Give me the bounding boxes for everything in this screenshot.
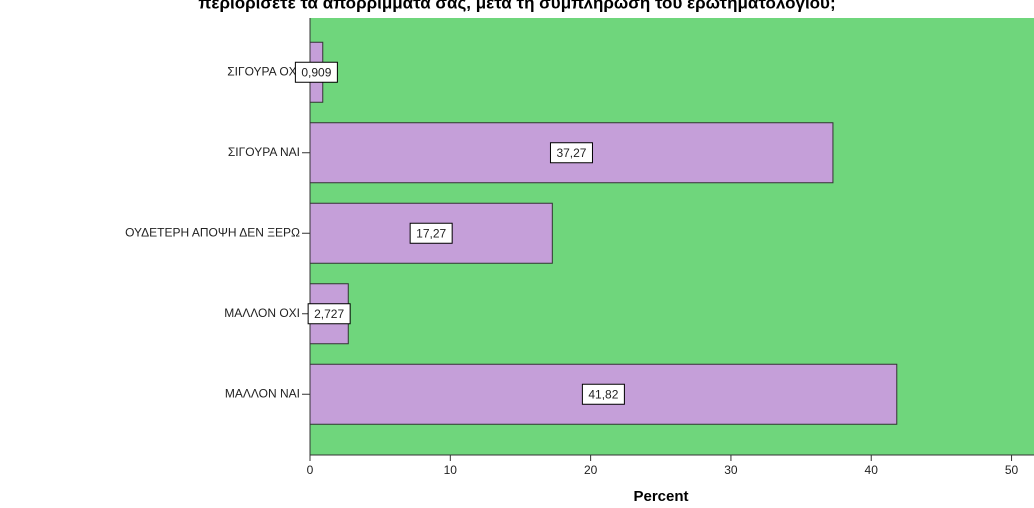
x-tick-label: 20 [584,463,598,477]
x-axis-label: Percent [633,488,688,505]
x-tick-label: 50 [1005,463,1019,477]
y-tick-label: ΜΑΛΛΟΝ ΝΑΙ [225,386,300,400]
y-tick-label: ΣΙΓΟΥΡΑ ΟΧΙ [227,64,300,78]
value-label: 17,27 [416,226,446,240]
y-tick-label: ΟΥΔΕΤΕΡΗ ΑΠΟΨΗ ΔΕΝ ΞΕΡΩ [125,225,300,239]
y-tick-label: ΣΙΓΟΥΡΑ ΝΑΙ [228,145,300,159]
value-label-box [307,303,351,325]
x-tick-label: 10 [444,463,458,477]
x-tick-label: 0 [307,463,314,477]
x-tick-label: 40 [865,463,879,477]
x-tick-label: 30 [724,463,738,477]
value-label-box [549,142,593,164]
value-label-box [581,383,625,405]
value-label: 37,27 [556,146,586,160]
value-label-box [409,222,453,244]
value-label: 0,909 [301,65,331,79]
value-label: 2,727 [314,307,344,321]
y-tick-label: ΜΑΛΛΟΝ ΟΧΙ [224,306,300,320]
chart-title: περιορίσετε τα απορρίμματα σας, μετά τη … [198,0,835,12]
value-label-box [294,61,338,83]
value-label: 41,82 [588,387,618,401]
